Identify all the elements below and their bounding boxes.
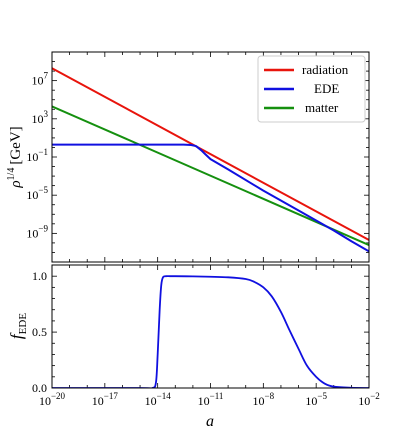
bottom-frame (51, 264, 370, 389)
series-line-radiation (52, 67, 369, 241)
y-label-power: 1/4 (6, 168, 17, 181)
x-axis-label: a (206, 413, 214, 430)
legend: radiation EDE matter (257, 55, 366, 123)
top-y-axis-label: ρ1/4 [GeV] (6, 126, 24, 188)
top-ytick-label: 103 (32, 109, 49, 126)
f-ede-subscript: EDE (17, 313, 29, 335)
bottom-y-axis-label: fEDE (7, 313, 29, 339)
bottom-ytick-label: 1.0 (32, 269, 47, 283)
legend-box (257, 55, 366, 123)
bottom-series (52, 275, 369, 388)
xtick-label: 10−5 (305, 391, 327, 408)
top-panel: 107 103 10−1 10−5 10−9 ρ1/4 [GeV] radiation E… (6, 51, 370, 263)
bottom-panel: 0.00.51.0 10−20 10−17 10−14 10−11 10−8 10−5 10… (7, 264, 380, 430)
xtick-label: 10−20 (39, 391, 66, 408)
top-ytick-label: 10−9 (26, 223, 48, 240)
bottom-ytick-label: 0.5 (32, 325, 47, 339)
xtick-label: 10−11 (198, 391, 224, 408)
legend-label-matter: matter (305, 100, 339, 115)
xtick-label: 10−2 (358, 391, 380, 408)
xtick-label: 10−17 (92, 391, 119, 408)
series-line-f-ede (52, 275, 369, 388)
xtick-label: 10−8 (253, 391, 275, 408)
y-label-unit: [GeV] (8, 126, 24, 164)
bottom-ytick-label: 0.0 (32, 381, 47, 395)
f-ede-label: f (7, 332, 26, 339)
y-label-rho: ρ (8, 180, 24, 188)
legend-label-radiation: radiation (302, 62, 349, 77)
bottom-xtick-labels: 10−20 10−17 10−14 10−11 10−8 10−5 10−2 (39, 391, 380, 408)
top-ytick-label: 10−5 (26, 185, 48, 202)
xtick-label: 10−14 (145, 391, 172, 408)
top-ytick-label: 10−1 (26, 147, 48, 164)
top-series (52, 67, 369, 253)
bottom-ytick-labels: 0.0 0.5 1.0 (32, 269, 47, 395)
bottom-plot-area (52, 265, 369, 388)
series-line-ede (52, 143, 369, 253)
series-line-matter (52, 105, 369, 246)
top-frame (51, 51, 370, 263)
top-ytick-label: 107 (32, 71, 49, 88)
top-ytick-labels: 107 103 10−1 10−5 10−9 (26, 71, 48, 241)
legend-label-ede: EDE (314, 81, 339, 96)
